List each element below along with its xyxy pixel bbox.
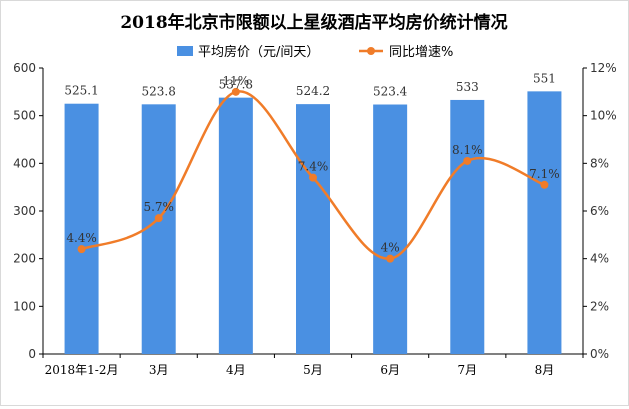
- line-value-label: 4.4%: [66, 231, 97, 245]
- x-tick-label: 3月: [149, 363, 169, 377]
- legend-bar-swatch: [177, 46, 193, 56]
- legend-line-marker: [367, 47, 375, 55]
- y-tick-label-left: 400: [13, 156, 36, 170]
- bar: [296, 104, 330, 354]
- chart-title: 2018年北京市限额以上星级酒店平均房价统计情况: [120, 12, 507, 33]
- line-value-label: 5.7%: [143, 200, 174, 214]
- legend: 平均房价（元/间天） 同比增速%: [177, 44, 453, 60]
- x-tick-label: 6月: [380, 363, 400, 377]
- line-value-label: 4%: [381, 241, 400, 255]
- legend-bar-label: 平均房价（元/间天）: [198, 44, 319, 60]
- y-tick-label-left: 600: [13, 61, 36, 75]
- x-tick-label: 5月: [303, 363, 323, 377]
- line-value-label: 7.1%: [529, 167, 560, 181]
- y-tick-label-left: 300: [13, 204, 36, 218]
- bar: [373, 104, 408, 354]
- line-point: [77, 245, 86, 254]
- bar: [527, 91, 562, 355]
- x-tick-label: 7月: [457, 363, 477, 377]
- plot-area: 0 100 200 300 400 500 600 0% 2% 4% 6% 8% 10% 12% 2018年…: [13, 61, 617, 377]
- bar: [64, 103, 99, 354]
- y-tick-label-right: 10%: [590, 109, 617, 123]
- line-point: [386, 254, 395, 263]
- bar-value-label: 525.1: [64, 84, 98, 98]
- bar: [218, 97, 253, 354]
- legend-line-label: 同比增速%: [389, 45, 453, 60]
- bar: [141, 104, 176, 355]
- y-tick-label-left: 200: [13, 252, 36, 266]
- line-point: [309, 173, 317, 182]
- bar-value-label: 537.8: [219, 78, 253, 92]
- bar: [450, 99, 485, 354]
- line-point: [463, 156, 472, 165]
- y-tick-label-right: 2%: [590, 299, 609, 313]
- y-tick-label-right: 6%: [590, 204, 609, 218]
- line-point: [540, 180, 549, 189]
- bar-value-label: 533: [456, 80, 479, 94]
- y-tick-label-left: 500: [13, 109, 36, 123]
- y-tick-label-left: 0: [28, 347, 36, 361]
- y-tick-label-right: 0%: [590, 347, 609, 361]
- line-point: [231, 87, 240, 96]
- bar-value-label: 524.2: [296, 84, 330, 98]
- bar-value-label: 523.4: [373, 85, 408, 99]
- line-value-label: 7.4%: [298, 160, 329, 174]
- line-value-label: 11%: [223, 74, 250, 88]
- y-tick-label-right: 12%: [590, 61, 617, 75]
- line-value-label: 8.1%: [452, 143, 483, 157]
- x-tick-label: 2018年1-2月: [45, 363, 119, 377]
- y-tick-label-right: 8%: [590, 156, 609, 170]
- line-point: [154, 214, 163, 223]
- x-tick-label: 4月: [226, 363, 246, 377]
- bar-value-label: 551: [533, 71, 556, 85]
- x-tick-label: 8月: [535, 363, 555, 377]
- y-tick-label-right: 4%: [590, 252, 609, 266]
- bar-value-label: 523.8: [142, 84, 176, 98]
- y-tick-label-left: 100: [13, 299, 36, 313]
